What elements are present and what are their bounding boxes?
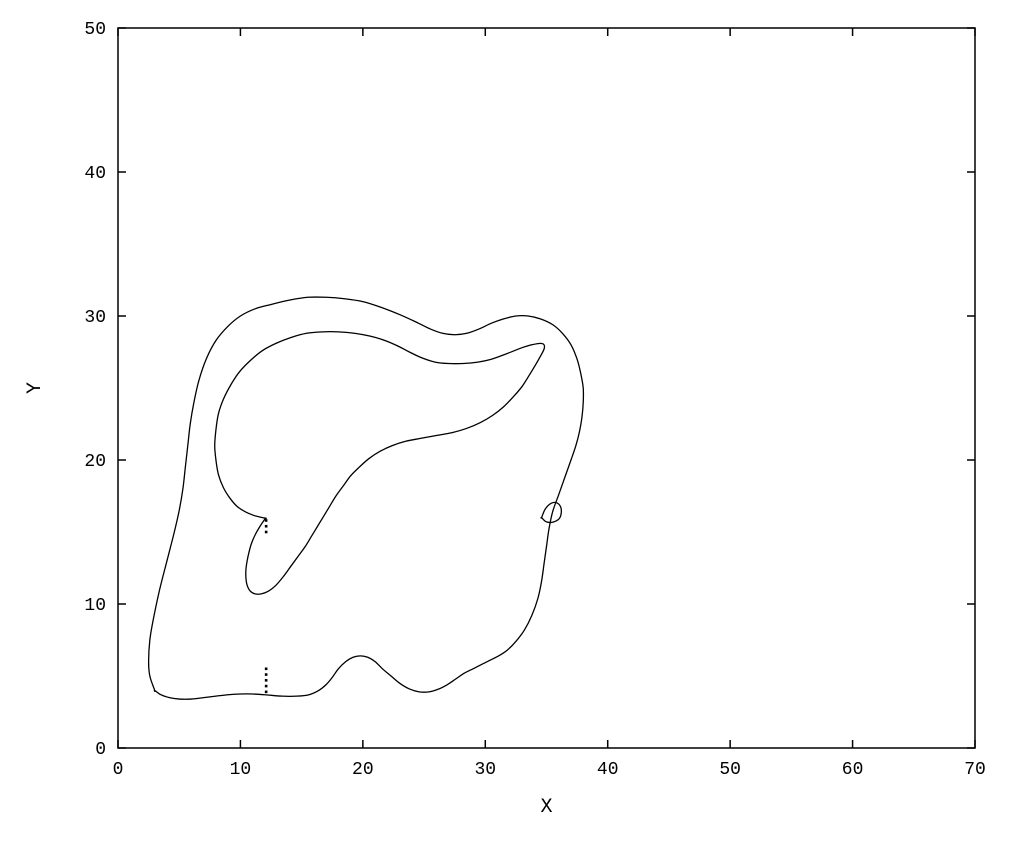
dotted-marker [265,525,268,528]
x-tick-label: 20 [352,760,374,780]
dotted-marker [265,531,268,534]
contour-group [149,297,584,699]
x-axis-label: X [540,796,552,819]
dotted-marker [265,679,268,682]
y-axis-label: Y [24,382,47,394]
x-tick-label: 30 [474,760,496,780]
contour-inner [215,332,545,595]
y-tick-label: 40 [84,164,106,184]
y-tick-label: 10 [84,596,106,616]
y-tick-label: 30 [84,308,106,328]
x-tick-label: 0 [113,760,124,780]
x-tick-label: 40 [597,760,619,780]
contour-outer [149,297,584,699]
dotted-marker [265,685,268,688]
dotted-marker [265,673,268,676]
contour-plot: 0 10 20 30 40 50 60 70 0 10 20 30 40 50 X Y [0,0,1020,858]
dotted-marker [265,668,268,671]
dotted-marker [265,691,268,694]
plot-frame [118,28,975,748]
y-tick-label: 20 [84,452,106,472]
dotted-marker [265,519,268,522]
x-tick-label: 60 [842,760,864,780]
x-tick-label: 70 [964,760,986,780]
x-tick-label: 10 [230,760,252,780]
y-tick-label: 0 [95,740,106,760]
x-tick-label: 50 [719,760,741,780]
y-tick-label: 50 [84,20,106,40]
